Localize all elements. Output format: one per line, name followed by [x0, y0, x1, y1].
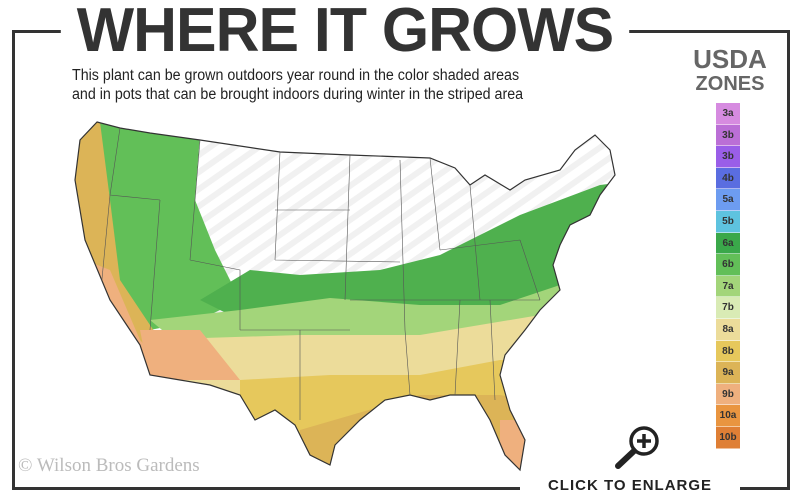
legend-zone-6a: 6a [716, 232, 740, 255]
legend-zone-5a: 5a [716, 189, 740, 211]
legend-zone-7a: 7a [716, 275, 740, 298]
legend-zone-5b: 5b [716, 210, 740, 233]
description-line-2: and in pots that can be brought indoors … [72, 86, 524, 103]
legend-zone-3b: 3b [716, 146, 740, 168]
description-line-1: This plant can be grown outdoors year ro… [72, 67, 520, 84]
legend-zone-6b: 6b [716, 254, 740, 276]
legend-title: USDA ZONES [680, 45, 780, 95]
page-title: WHERE IT GROWS [60, 0, 630, 62]
legend-zone-10b: 10b [716, 426, 740, 449]
legend-zone-9a: 9a [716, 362, 740, 384]
legend-zone-9b: 9b [716, 383, 740, 406]
legend-title-usda: USDA [693, 44, 767, 74]
copyright-watermark: © Wilson Bros Gardens [18, 455, 200, 476]
magnifier-plus-icon[interactable] [612, 424, 664, 470]
usda-zone-legend: 3a 3b 3b 4b 5a 5b 6a 6b 7a 7b 8a 8b 9a 9b 10a 10b [716, 103, 740, 449]
legend-zone-3a: 3a [716, 103, 740, 125]
legend-zone-8a: 8a [716, 318, 740, 341]
legend-title-zones: ZONES [695, 73, 765, 95]
legend-zone-3b: 3b [716, 124, 740, 147]
legend-zone-10a: 10a [716, 405, 740, 427]
legend-zone-8b: 8b [716, 340, 740, 363]
map-description: This plant can be grown outdoors year ro… [72, 66, 587, 104]
legend-zone-4b: 4b [716, 167, 740, 190]
legend-zone-7b: 7b [716, 297, 740, 319]
click-to-enlarge-link[interactable]: CLICK TO ENLARGE [520, 476, 740, 498]
